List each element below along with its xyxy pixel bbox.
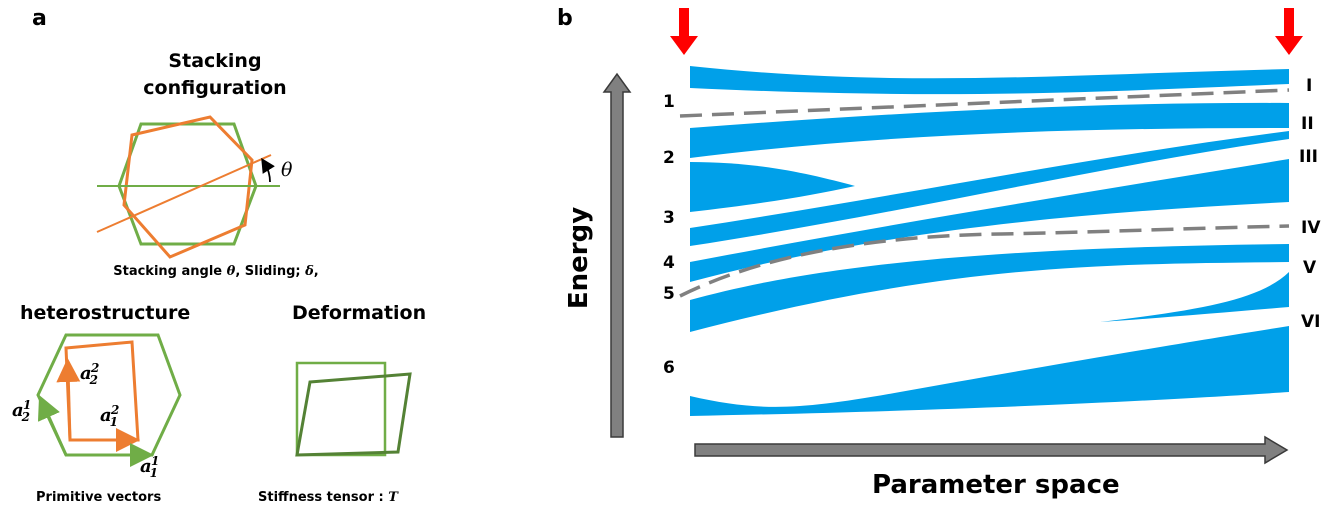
red-arrow-left xyxy=(670,8,698,55)
vector-label-a2-1: a21 xyxy=(12,398,32,424)
band-3-tail xyxy=(690,162,855,212)
stacking-caption-suffix: , xyxy=(313,264,319,279)
vector-arrow-a2-2 xyxy=(56,358,81,441)
stacking-title: Stacking configuration xyxy=(120,48,310,102)
panel-a-letter: a xyxy=(32,6,47,31)
stacking-caption: Stacking angle θ, Sliding; δ, xyxy=(100,264,332,279)
stiffness-caption: Stiffness tensor : T xyxy=(258,490,398,505)
parameter-axis-arrow xyxy=(694,435,1289,465)
heterostructure-title: heterostructure xyxy=(20,302,191,324)
orange-hexagon xyxy=(122,115,254,259)
right-level-I: I xyxy=(1306,76,1313,96)
energy-axis-arrow xyxy=(602,72,632,438)
deformation-title: Deformation xyxy=(292,302,427,324)
theta-label: θ xyxy=(281,159,293,181)
stacking-caption-middle: , Sliding; xyxy=(235,264,306,279)
left-level-4: 4 xyxy=(663,253,675,273)
orange-axis-line xyxy=(96,154,272,233)
left-level-6: 6 xyxy=(663,358,675,378)
stacking-caption-delta: δ xyxy=(305,264,314,279)
right-level-IV: IV xyxy=(1301,218,1321,238)
energy-bands xyxy=(690,66,1289,416)
left-level-5: 5 xyxy=(663,284,675,304)
right-level-III: III xyxy=(1299,147,1318,167)
left-level-2: 2 xyxy=(663,148,675,168)
stacking-title-line1: Stacking xyxy=(168,50,262,72)
right-level-VI: VI xyxy=(1301,312,1321,332)
left-level-3: 3 xyxy=(663,208,675,228)
right-level-II: II xyxy=(1301,114,1314,134)
band-2 xyxy=(690,102,1289,158)
stacking-caption-theta: θ xyxy=(226,264,236,279)
dashed-line-upper xyxy=(679,88,1290,118)
deformed-square xyxy=(295,372,412,457)
band-3 xyxy=(690,159,1289,282)
band-6 xyxy=(690,326,1289,416)
band-4 xyxy=(690,131,1289,246)
panel-b-letter: b xyxy=(557,6,573,31)
band-5-lower xyxy=(1100,272,1289,322)
theta-arc xyxy=(261,157,275,183)
heterostructure-diagram xyxy=(36,333,182,467)
vector-arrow-a2-1 xyxy=(37,395,68,456)
red-arrow-right xyxy=(1275,8,1303,55)
vector-label-a2-2: a22 xyxy=(80,361,100,387)
band-1 xyxy=(690,66,1289,95)
primitive-vectors-caption: Primitive vectors xyxy=(36,490,162,505)
stacking-caption-prefix: Stacking angle xyxy=(113,264,227,279)
deformation-diagram xyxy=(295,361,412,457)
left-level-1: 1 xyxy=(663,92,675,112)
right-level-V: V xyxy=(1303,258,1317,278)
stacking-diagram xyxy=(96,115,280,259)
band-5 xyxy=(690,244,1289,332)
parameter-space-label: Parameter space xyxy=(872,470,1120,500)
dashed-line-lower xyxy=(679,224,1290,298)
vector-label-a1-2: a12 xyxy=(100,403,120,429)
stacking-title-line2: configuration xyxy=(143,77,287,99)
